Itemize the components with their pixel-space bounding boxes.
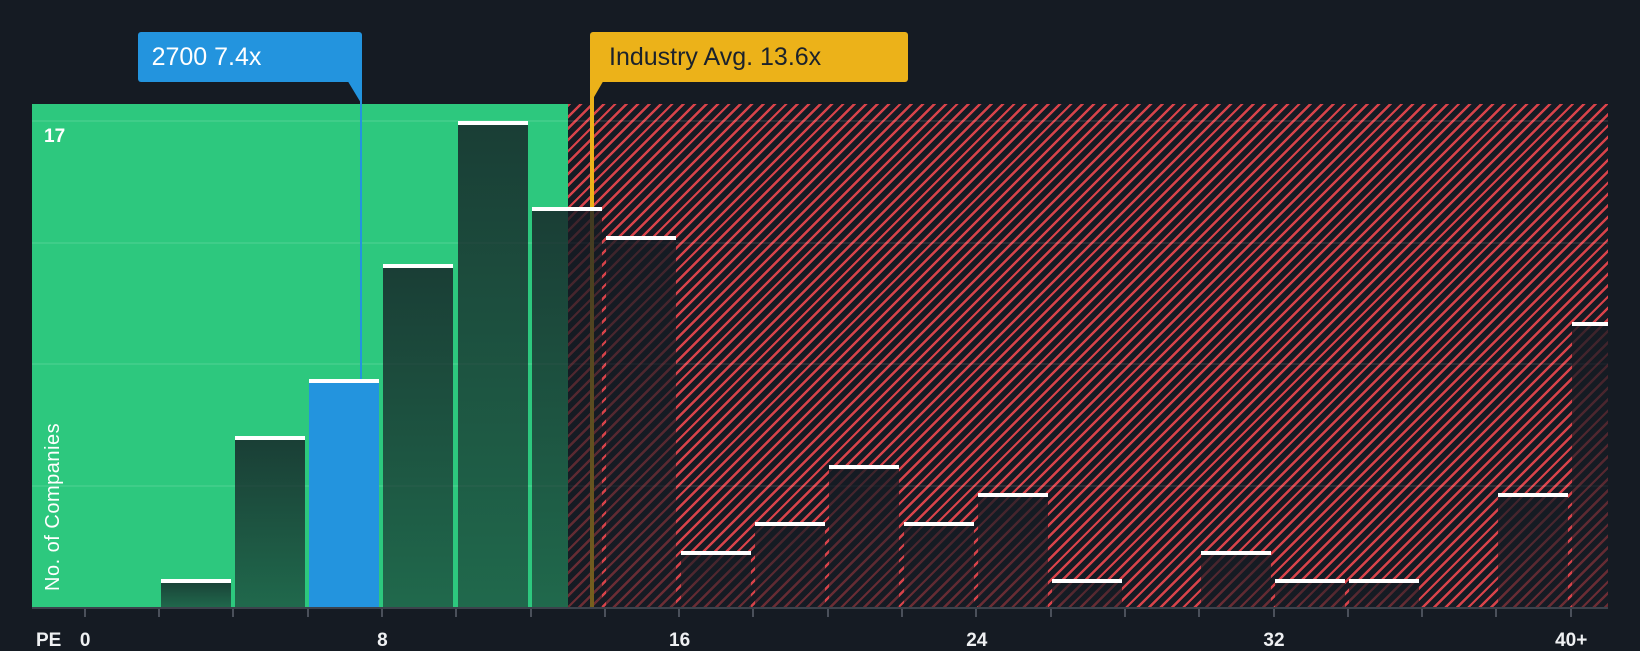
bar-top-cap (1200, 550, 1271, 555)
highlighted-company-bar (309, 378, 380, 608)
histogram-bar (1052, 579, 1123, 608)
x-axis-tick (455, 609, 458, 617)
x-axis-tick-label: 40+ (1555, 630, 1588, 651)
bar-top-cap (977, 493, 1048, 498)
gridline (32, 241, 1608, 244)
histogram-bar (1349, 579, 1420, 608)
bar-top-cap (383, 264, 454, 269)
histogram-bar (903, 522, 974, 608)
bar-top-cap (680, 550, 751, 555)
bar-top-cap (1275, 579, 1345, 584)
x-axis-tick (975, 609, 978, 617)
x-axis-tick (1198, 609, 1201, 617)
bar-top-cap (829, 464, 900, 469)
bar-top-cap (160, 579, 231, 584)
x-axis-tick (1495, 609, 1498, 617)
histogram-bar (1275, 579, 1345, 608)
gridline (32, 119, 1608, 122)
histogram-bar (160, 579, 231, 608)
histogram-bar (1497, 493, 1568, 608)
bar-top-cap (1497, 493, 1568, 498)
x-axis-tick-label: 24 (966, 630, 988, 651)
gridline (32, 485, 1608, 488)
histogram-bar (680, 550, 751, 608)
histogram-bar (457, 120, 528, 608)
company-tooltip-pointer (347, 81, 362, 104)
histogram-bar (754, 522, 825, 608)
x-axis-title: PE (36, 630, 62, 651)
x-axis-line (32, 607, 1608, 609)
histogram-bar (1572, 321, 1608, 608)
bar-top-cap (606, 235, 677, 240)
histogram-bar (606, 235, 677, 608)
x-axis-tick (1421, 609, 1424, 617)
x-axis-tick-label: 0 (79, 630, 91, 651)
x-axis-tick (232, 609, 235, 617)
gridline (32, 363, 1608, 366)
x-axis-tick (158, 609, 160, 617)
histogram-bar (383, 264, 454, 608)
bar-top-cap (457, 120, 528, 125)
x-axis-tick (1123, 609, 1126, 617)
bar-top-cap (1572, 321, 1608, 326)
histogram-bar (532, 206, 602, 608)
x-axis-tick (1272, 609, 1275, 617)
bar-top-cap (532, 206, 602, 211)
bar-top-cap (234, 436, 305, 441)
x-axis-tick-label: 16 (669, 630, 691, 651)
x-axis-tick (380, 609, 383, 617)
bar-top-cap (903, 522, 974, 527)
x-axis-tick (678, 609, 681, 617)
company-pe-tooltip: 2700 7.4x (137, 32, 362, 82)
x-axis-tick (529, 609, 532, 617)
x-axis-tick-label: 8 (377, 630, 388, 651)
industry-average-tooltip: Industry Avg. 13.6x (590, 32, 908, 82)
x-axis-tick (901, 609, 903, 617)
x-axis-tick-label: 32 (1263, 630, 1285, 651)
x-axis-tick (1346, 609, 1349, 617)
above-industry-average-hatched-zone (568, 104, 1608, 608)
x-axis-tick (1049, 609, 1052, 617)
x-axis-tick (1569, 609, 1572, 617)
histogram-bar (829, 464, 900, 608)
x-axis-tick (83, 609, 86, 617)
histogram-bar (1200, 550, 1271, 608)
bar-top-cap (754, 522, 825, 527)
histogram-bar (234, 436, 305, 608)
x-axis-tick (603, 609, 606, 617)
y-axis-max-label: 17 (44, 126, 66, 147)
x-axis-tick (826, 609, 829, 617)
company-pe-marker-line (359, 82, 362, 379)
industry-tooltip-pointer (590, 81, 604, 104)
industry-average-tooltip-text: Industry Avg. 13.6x (609, 43, 822, 71)
bar-top-cap (1052, 579, 1123, 584)
bar-top-cap (1349, 579, 1420, 584)
bar-top-cap (309, 378, 380, 383)
x-axis-tick (752, 609, 755, 617)
company-pe-tooltip-text: 2700 7.4x (151, 43, 262, 71)
x-axis-tick (306, 609, 309, 617)
histogram-bar (977, 493, 1048, 608)
